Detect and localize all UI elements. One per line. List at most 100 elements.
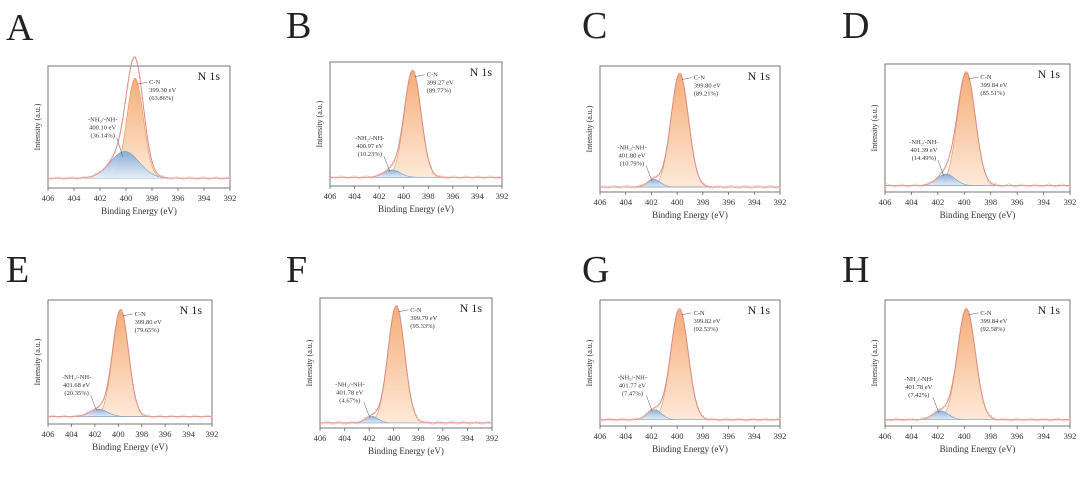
raw-point-a: [161, 174, 164, 178]
nh-label-c: (10.79%): [620, 160, 644, 167]
plot-frame-a: [47, 65, 231, 189]
raw-point-a: [111, 155, 114, 158]
raw-point-a: [76, 177, 79, 181]
cn-label-h: (92.58%): [980, 326, 1004, 333]
raw-point-c: [699, 179, 702, 183]
nh-leader-h: [932, 396, 939, 413]
raw-point-h: [1045, 418, 1048, 421]
x-tick-label-f: 394: [461, 433, 475, 443]
raw-point-d: [1020, 183, 1023, 186]
raw-point-g: [755, 419, 759, 422]
x-tick-label-f: 404: [338, 433, 352, 443]
raw-point-f: [443, 422, 446, 425]
raw-point-d: [987, 179, 990, 183]
x-tick-label-c: 406: [594, 197, 607, 207]
raw-point-c: [611, 185, 614, 188]
raw-point-a: [175, 176, 179, 179]
raw-point-e: [75, 414, 79, 417]
nh-label-f: 401.78 eV: [336, 389, 363, 396]
raw-point-b: [446, 177, 449, 180]
raw-point-h: [914, 419, 917, 422]
raw-point-g: [679, 310, 683, 313]
raw-point-b: [378, 172, 381, 176]
raw-point-e: [113, 330, 117, 333]
raw-point-g: [760, 418, 764, 422]
raw-point-f: [379, 398, 383, 401]
panel-b: B 406 404 402 400 398 396 394 392 Binding Energy …: [286, 5, 508, 214]
x-tick-label-g: 398: [696, 431, 709, 441]
raw-point-g: [665, 381, 668, 384]
nh-leader-e: [90, 395, 97, 411]
raw-point-f: [415, 414, 418, 417]
raw-point-h: [979, 388, 983, 391]
raw-point-e: [51, 414, 54, 417]
cn-label-e: 399.80 eV: [135, 319, 162, 326]
x-tick-label-c: 396: [722, 197, 735, 207]
x-tick-label-g: 406: [594, 431, 607, 441]
raw-point-e: [116, 317, 119, 320]
raw-point-g: [633, 417, 636, 420]
raw-point-c: [677, 72, 680, 75]
raw-point-e: [194, 414, 197, 417]
raw-point-e: [205, 414, 208, 417]
raw-point-d: [949, 150, 952, 154]
cn-label-g: 399.82 eV: [693, 318, 720, 325]
raw-point-e: [201, 416, 204, 419]
x-tick-label-c: 398: [696, 197, 709, 207]
panel-letter-b: B: [286, 5, 311, 47]
raw-point-e: [207, 414, 211, 418]
raw-point-g: [606, 417, 609, 421]
raw-point-f: [440, 421, 444, 424]
raw-point-f: [361, 419, 364, 422]
raw-point-h: [967, 310, 970, 313]
panel-d: D 406 404 402 400 398 396 394 392 Binding Energy …: [842, 5, 1076, 220]
x-tick-label-a: 392: [224, 193, 237, 203]
x-tick-label-c: 394: [748, 197, 762, 207]
cn-label-e: C-N: [135, 311, 147, 318]
raw-point-f: [480, 422, 483, 425]
nh-leader-c: [645, 165, 653, 182]
raw-point-a: [66, 177, 69, 180]
raw-point-f: [342, 422, 345, 425]
raw-point-d: [939, 172, 942, 175]
raw-point-e: [127, 350, 130, 354]
panel-a: A 406 404 402 400 398 396 394 392 Binding Energy …: [6, 7, 236, 216]
raw-point-d: [954, 122, 957, 125]
raw-point-b: [488, 175, 491, 178]
nh-leader-g: [646, 395, 653, 412]
x-tick-label-g: 404: [619, 431, 633, 441]
raw-point-h: [987, 412, 990, 415]
raw-point-e: [71, 415, 74, 419]
panel-title-b: N 1s: [470, 65, 493, 79]
raw-point-a: [69, 176, 72, 179]
raw-point-d: [1062, 183, 1066, 187]
raw-point-a: [51, 177, 55, 181]
raw-point-a: [133, 55, 137, 58]
raw-point-a: [188, 176, 191, 179]
x-tick-label-g: 400: [671, 431, 684, 441]
panel-letter-c: C: [582, 5, 607, 47]
raw-point-h: [982, 401, 985, 404]
raw-point-e: [160, 415, 164, 418]
raw-point-d: [997, 184, 1000, 187]
x-tick-label-f: 406: [314, 433, 327, 443]
raw-point-h: [1050, 419, 1053, 422]
raw-point-h: [883, 417, 887, 421]
raw-point-h: [969, 321, 972, 324]
raw-point-g: [778, 417, 781, 420]
raw-point-d: [1050, 184, 1053, 187]
raw-point-h: [1037, 419, 1041, 422]
raw-point-h: [898, 418, 902, 421]
raw-point-b: [462, 175, 465, 179]
raw-point-d: [934, 179, 937, 182]
x-tick-label-h: 400: [958, 431, 971, 441]
raw-point-d: [984, 174, 988, 177]
raw-point-e: [178, 415, 182, 418]
raw-point-h: [904, 419, 907, 422]
raw-point-d: [979, 152, 983, 156]
raw-point-g: [765, 417, 769, 421]
raw-point-g: [736, 418, 739, 421]
x-tick-label-a: 400: [120, 193, 133, 203]
panel-f: F 406 404 402 400 398 396 394 392 Binding Energy …: [286, 249, 498, 456]
raw-point-g: [699, 411, 702, 414]
